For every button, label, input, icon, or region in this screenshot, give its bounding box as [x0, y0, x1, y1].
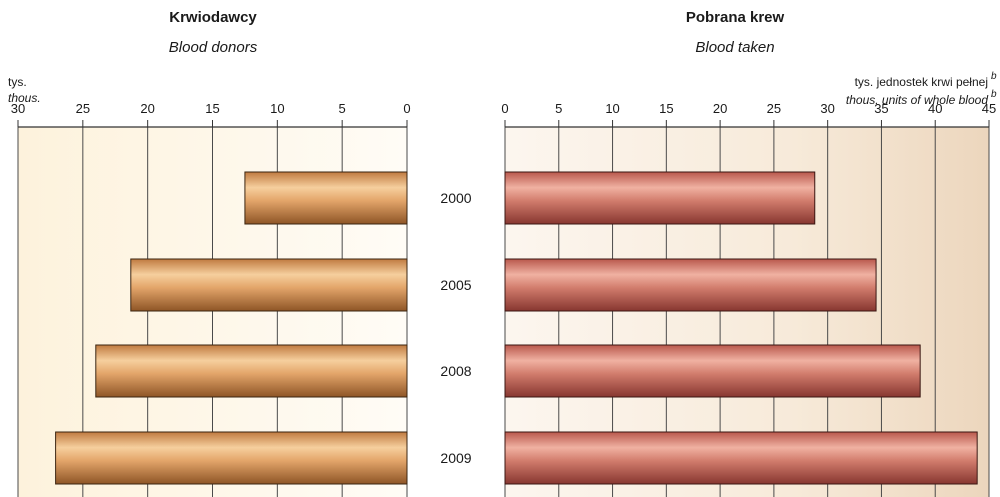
blood-tick-label: 25	[767, 101, 781, 116]
donors-unit-label-en: thous.	[8, 91, 41, 105]
blood-bar-2009	[504, 431, 978, 485]
year-label-2000: 2000	[440, 190, 471, 206]
blood-tick-label: 45	[982, 101, 996, 116]
blood-bar-2005	[504, 258, 877, 312]
blood-tick-label: 35	[874, 101, 888, 116]
blood-unit-footnote-1: b	[991, 71, 997, 82]
blood-tick-label: 30	[820, 101, 834, 116]
blood-bars	[504, 171, 978, 485]
year-label-2005: 2005	[440, 277, 471, 293]
blood-tick-label: 20	[713, 101, 727, 116]
donors-bar-2009	[55, 431, 408, 485]
donors-tick-label: 10	[270, 101, 284, 116]
donors-tick-labels: 30 25 20 15 10 5 0	[11, 101, 411, 116]
blood-subtitle: Blood taken	[695, 39, 774, 56]
year-label-2008: 2008	[440, 363, 471, 379]
year-label-2009: 2009	[440, 450, 471, 466]
donors-bars	[55, 171, 408, 485]
donors-tick-label: 0	[403, 101, 410, 116]
blood-tick-label: 40	[928, 101, 942, 116]
donors-bar-2008	[95, 344, 408, 398]
blood-tick-label: 0	[501, 101, 508, 116]
donors-title: Krwiodawcy	[169, 9, 257, 26]
donors-tick-label: 25	[76, 101, 90, 116]
blood-tick-label: 10	[605, 101, 619, 116]
year-labels: 2000 2005 2008 2009	[440, 190, 471, 466]
blood-title: Pobrana krew	[686, 9, 785, 26]
donors-tick-label: 5	[339, 101, 346, 116]
blood-bar-2000	[504, 171, 816, 225]
donors-bar-2000	[244, 171, 408, 225]
blood-tick-labels: 0 5 10 15 20 25 30 35 40 45	[501, 101, 996, 116]
donors-tick-label: 15	[205, 101, 219, 116]
blood-bar-2008	[504, 344, 921, 398]
blood-tick-label: 15	[659, 101, 673, 116]
blood-unit-footnote-2: b	[991, 89, 997, 100]
donors-unit-label: tys.	[8, 75, 27, 89]
donors-subtitle: Blood donors	[169, 39, 258, 56]
blood-unit-label: tys. jednostek krwi pełnej	[855, 75, 988, 89]
donors-tick-label: 30	[11, 101, 25, 116]
blood-unit-label-en: thous. units of whole blood	[846, 93, 988, 107]
blood-tick-label: 5	[555, 101, 562, 116]
donors-bar-2005	[130, 258, 408, 312]
donors-tick-label: 20	[140, 101, 154, 116]
